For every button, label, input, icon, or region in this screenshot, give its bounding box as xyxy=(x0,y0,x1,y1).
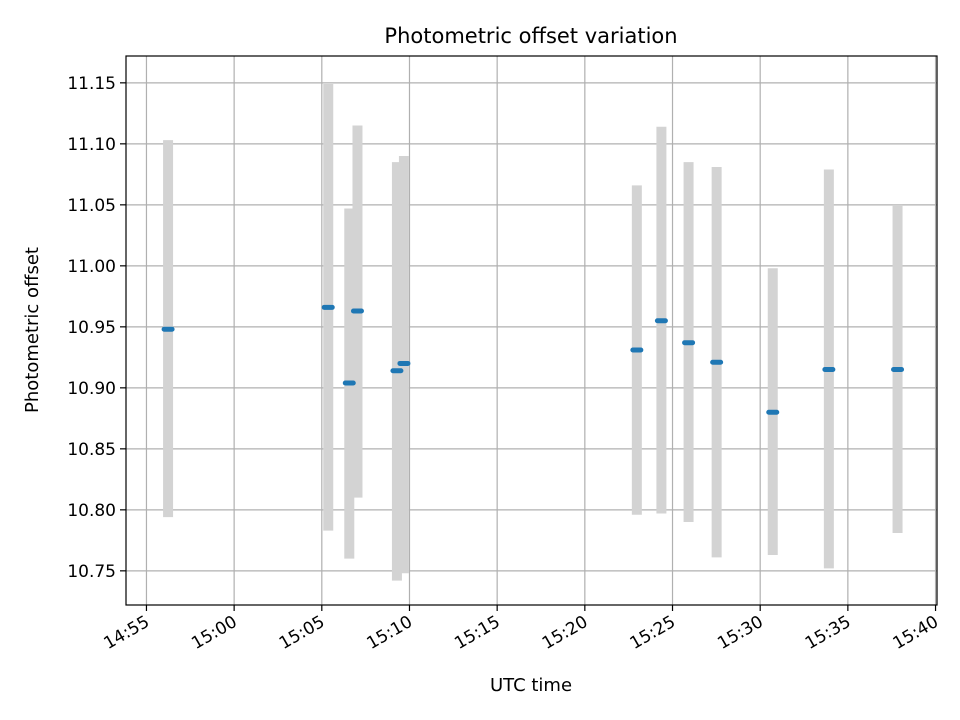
data-points xyxy=(161,304,905,415)
y-tick-label: 10.75 xyxy=(67,562,116,582)
plot-frame xyxy=(125,55,938,606)
grid xyxy=(126,56,937,605)
y-axis-label: Photometric offset xyxy=(22,247,43,413)
y-tick-label: 11.00 xyxy=(67,257,116,277)
y-tick-label: 11.05 xyxy=(67,196,116,216)
y-tick-label: 10.95 xyxy=(67,318,116,338)
y-tick-label: 11.15 xyxy=(67,74,116,94)
x-axis-label: UTC time xyxy=(490,675,572,696)
y-axis: 10.75 10.80 10.85 10.90 10.95 11.00 11.05 11.10… xyxy=(67,74,126,582)
y-tick-label: 10.90 xyxy=(67,379,116,399)
y-tick-label: 10.85 xyxy=(67,440,116,460)
chart-title: Photometric offset variation xyxy=(384,24,677,48)
y-tick-label: 11.10 xyxy=(67,135,116,155)
y-tick-label: 10.80 xyxy=(67,501,116,521)
